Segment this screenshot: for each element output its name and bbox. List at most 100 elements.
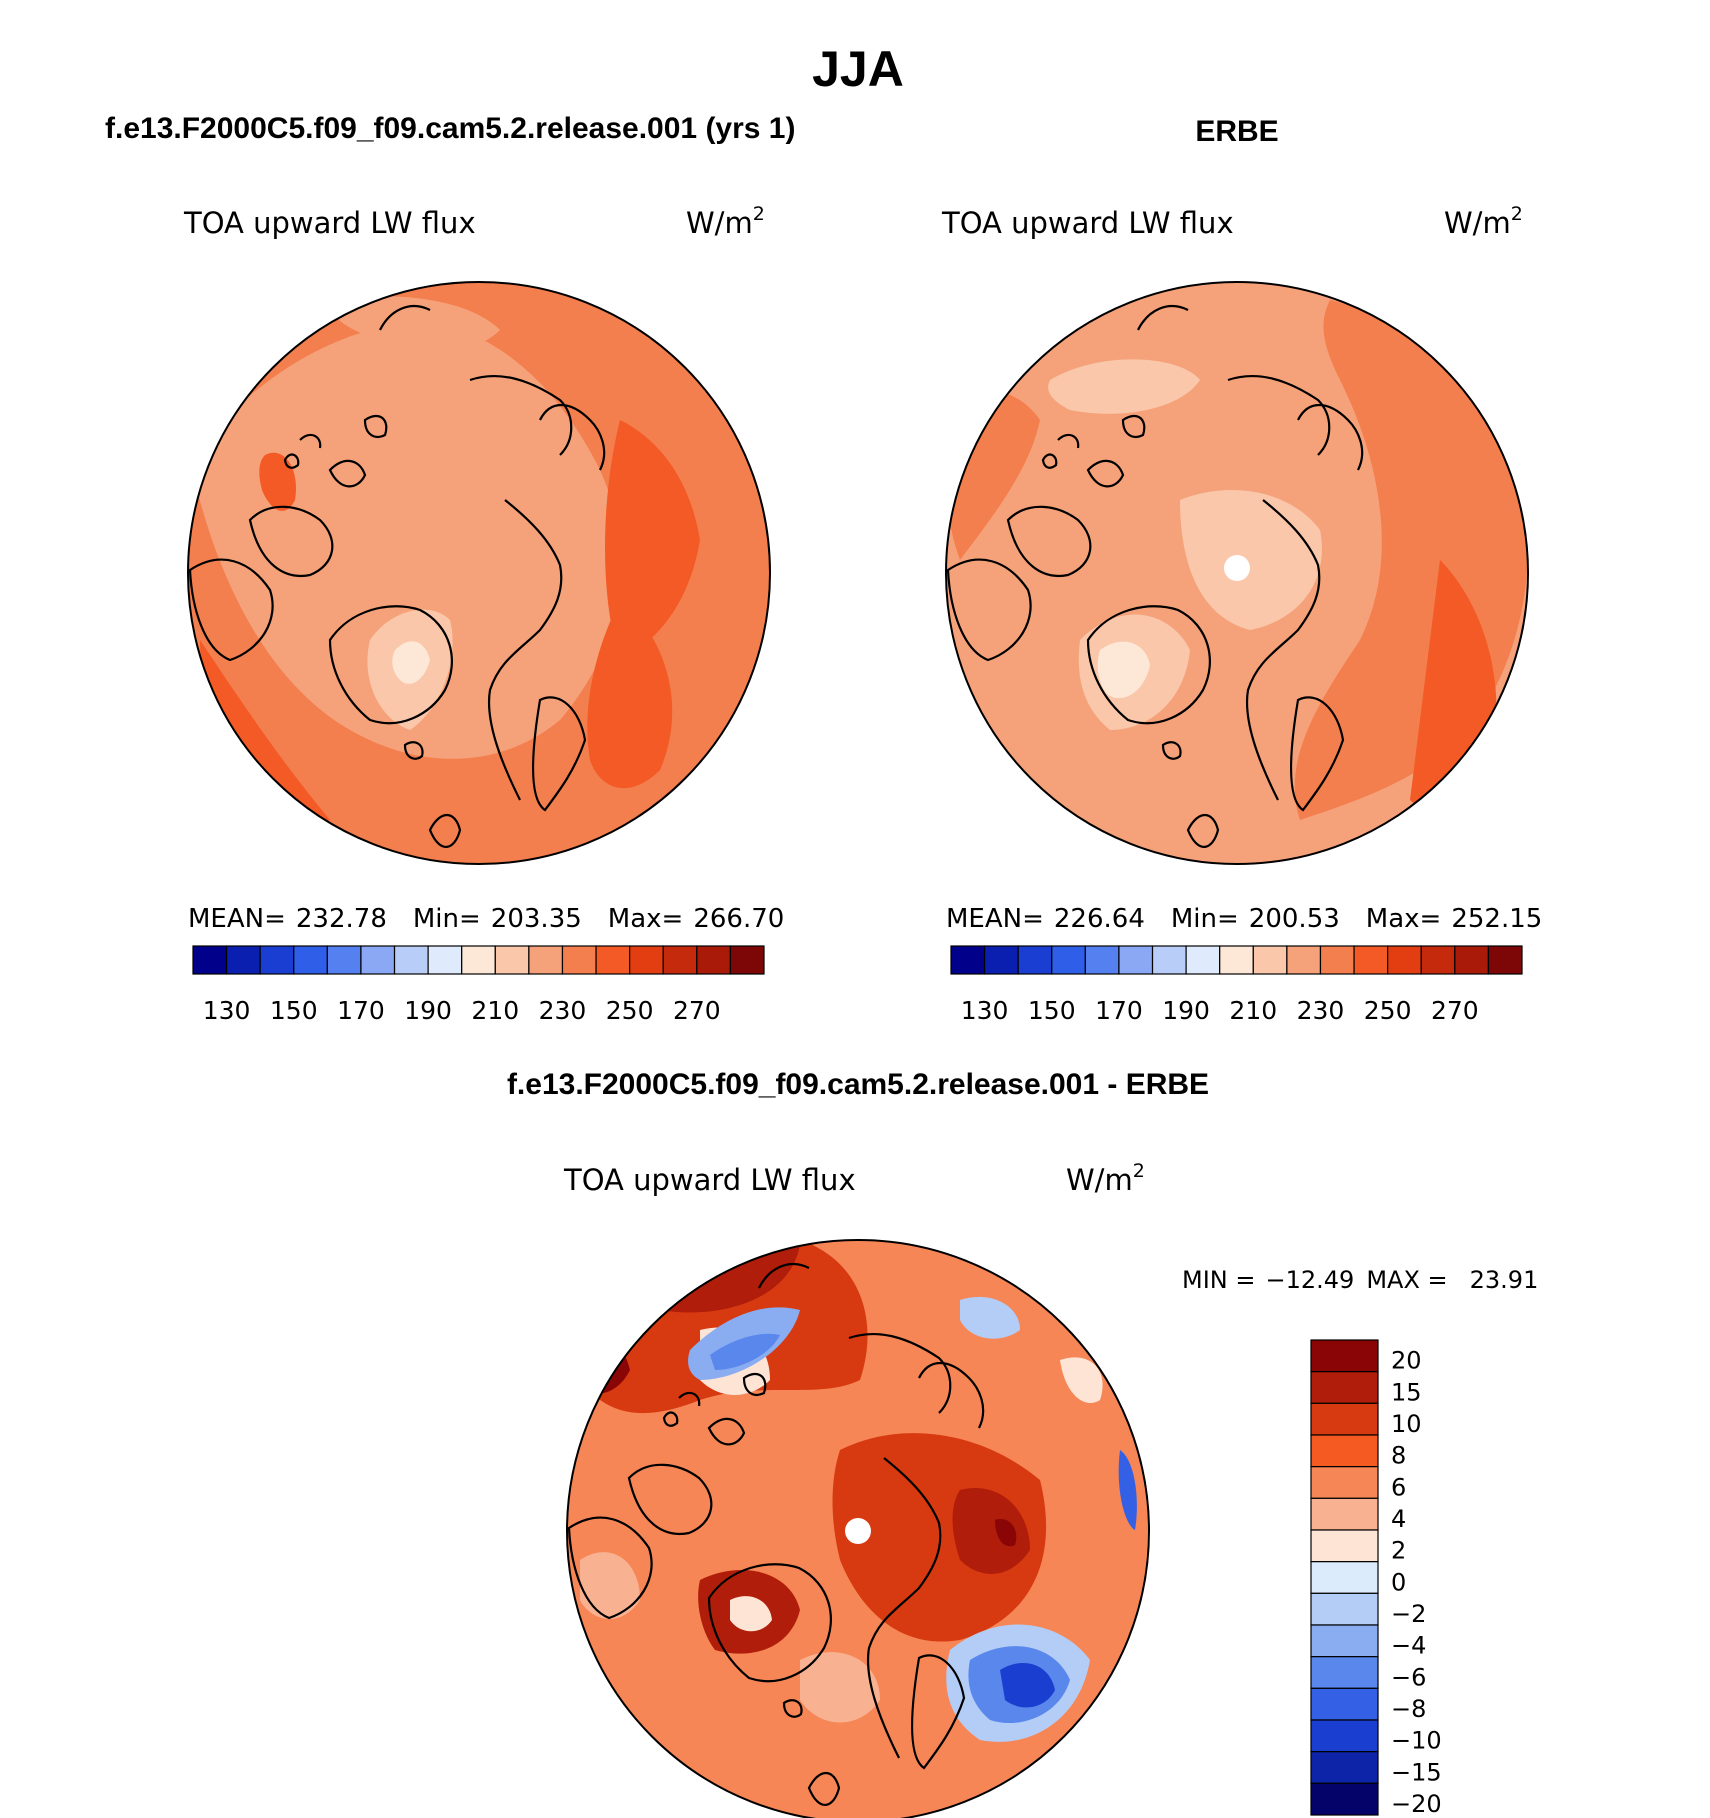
colorbar-swatch <box>1310 1719 1379 1753</box>
colorbar-swatch <box>629 945 664 975</box>
colorbar-swatch <box>1017 945 1053 975</box>
coastlines-diff <box>567 1263 985 1806</box>
colorbar-swatch <box>561 945 597 975</box>
colorbar-model: 130 150 170 190 210 230 250 270 <box>192 945 765 1025</box>
colorbar-tick-label: 15 <box>1391 1378 1422 1406</box>
colorbar-swatch <box>360 945 396 975</box>
colorbar-swatch <box>1310 1592 1379 1626</box>
colorbar-swatch <box>1219 945 1254 975</box>
colorbar-swatch <box>1310 1402 1379 1436</box>
colorbar-swatch <box>1487 945 1523 975</box>
colorbar-tick-label: 170 <box>337 996 385 1025</box>
colorbar-tick-label: 250 <box>606 996 654 1025</box>
colorbar-tick-label: 210 <box>1229 996 1277 1025</box>
colorbar-swatch <box>1387 945 1422 975</box>
coastlines-model <box>188 305 606 848</box>
colorbar-swatch <box>1310 1497 1379 1531</box>
colorbar-tick-label: −4 <box>1391 1632 1426 1660</box>
variable-label-diff: TOA upward LW flux <box>563 1163 856 1197</box>
colorbar-swatch <box>494 945 530 975</box>
colorbar-swatch <box>1310 1687 1379 1721</box>
colorbar-swatch <box>983 945 1019 975</box>
colorbar-swatch <box>192 945 228 975</box>
colorbar-tick-label: 230 <box>1297 996 1345 1025</box>
map-obs <box>946 282 1528 864</box>
colorbar-swatch <box>1051 945 1086 975</box>
colorbar-swatch <box>528 945 564 975</box>
colorbar-tick-label: 190 <box>1162 996 1210 1025</box>
colorbar-swatch <box>729 945 765 975</box>
map-model <box>188 282 770 864</box>
map-border-model <box>187 281 771 865</box>
colorbar-swatch <box>1084 945 1120 975</box>
colorbar-swatch <box>461 945 496 975</box>
colorbar-swatch <box>1310 1656 1379 1689</box>
colorbar-swatch <box>427 945 463 975</box>
colorbar-swatch <box>1185 945 1221 975</box>
stats-diff: MIN = −12.49 MAX = 23.91 <box>1182 1266 1538 1294</box>
colorbar-tick-label: 130 <box>203 996 251 1025</box>
colorbar-swatch <box>1319 945 1355 975</box>
colorbar-swatch <box>1310 1561 1379 1594</box>
colorbar-tick-label: 8 <box>1391 1442 1406 1470</box>
map-border-obs <box>945 281 1529 865</box>
colorbar-tick-label: 250 <box>1364 996 1412 1025</box>
map-border-diff <box>566 1239 1150 1818</box>
colorbar-tick-label: 0 <box>1391 1568 1406 1596</box>
colorbar-swatch <box>1310 1751 1379 1784</box>
colorbar-swatch <box>1310 1339 1379 1373</box>
colorbar-swatch <box>662 945 698 975</box>
colorbar-tick-label: 4 <box>1391 1505 1406 1533</box>
colorbar-swatch <box>1151 945 1187 975</box>
panel-obs: ERBE TOA upward LW flux W/m2 <box>941 115 1542 1025</box>
stats-obs: MEAN= 226.64 Min= 200.53 Max= 252.15 <box>946 904 1542 934</box>
panel-model: f.e13.F2000C5.f09_f09.cam5.2.release.001… <box>105 112 795 1025</box>
colorbar-tick-label: −10 <box>1391 1727 1442 1755</box>
colorbar-swatch <box>225 945 261 975</box>
colorbar-tick-label: −20 <box>1391 1790 1442 1818</box>
colorbar-swatch <box>1420 945 1456 975</box>
colorbar-swatch <box>259 945 295 975</box>
variable-label-model: TOA upward LW flux <box>183 206 476 240</box>
colorbar-tick-label: −15 <box>1391 1758 1442 1786</box>
colorbar-swatch <box>696 945 732 975</box>
coastlines-obs <box>946 305 1364 848</box>
panel-title-diff: f.e13.F2000C5.f09_f09.cam5.2.release.001… <box>507 1068 1209 1101</box>
colorbar-swatch <box>1118 945 1154 975</box>
colorbar-obs: 130 150 170 190 210 230 250 270 <box>950 945 1523 1025</box>
colorbar-tick-label: 130 <box>961 996 1009 1025</box>
panel-title-model: f.e13.F2000C5.f09_f09.cam5.2.release.001… <box>105 112 795 145</box>
variable-label-obs: TOA upward LW flux <box>941 206 1234 240</box>
colorbar-tick-label: 270 <box>673 996 721 1025</box>
colorbar-tick-label: 190 <box>404 996 452 1025</box>
colorbar-tick-label: 270 <box>1431 996 1479 1025</box>
colorbar-tick-label: 10 <box>1391 1410 1422 1438</box>
colorbar-tick-label: 230 <box>539 996 587 1025</box>
colorbar-tick-label: 2 <box>1391 1537 1406 1565</box>
colorbar-tick-label: −6 <box>1391 1663 1426 1691</box>
colorbar-tick-label: −8 <box>1391 1695 1426 1723</box>
colorbar-swatch <box>1252 945 1288 975</box>
colorbar-swatch <box>595 945 631 975</box>
colorbar-swatch <box>293 945 328 975</box>
colorbar-tick-label: 170 <box>1095 996 1143 1025</box>
figure-title: JJA <box>812 41 904 97</box>
colorbar-swatch <box>1310 1529 1379 1563</box>
colorbar-swatch <box>1310 1434 1379 1468</box>
colorbar-swatch <box>1353 945 1389 975</box>
stats-model: MEAN= 232.78 Min= 203.35 Max= 266.70 <box>188 904 784 934</box>
colorbar-tick-label: 150 <box>270 996 318 1025</box>
units-label-diff: W/m2 <box>1066 1160 1145 1197</box>
colorbar-swatch <box>950 945 986 975</box>
colorbar-swatch <box>1310 1466 1379 1499</box>
colorbar-tick-label: 150 <box>1028 996 1076 1025</box>
colorbar-swatch <box>1310 1782 1379 1816</box>
colorbar-swatch <box>1310 1371 1379 1404</box>
units-label-obs: W/m2 <box>1444 203 1523 240</box>
colorbar-swatch <box>326 945 362 975</box>
panel-title-obs: ERBE <box>1195 115 1278 148</box>
panel-diff: f.e13.F2000C5.f09_f09.cam5.2.release.001… <box>507 1068 1538 1818</box>
colorbar-tick-label: 20 <box>1391 1347 1422 1375</box>
